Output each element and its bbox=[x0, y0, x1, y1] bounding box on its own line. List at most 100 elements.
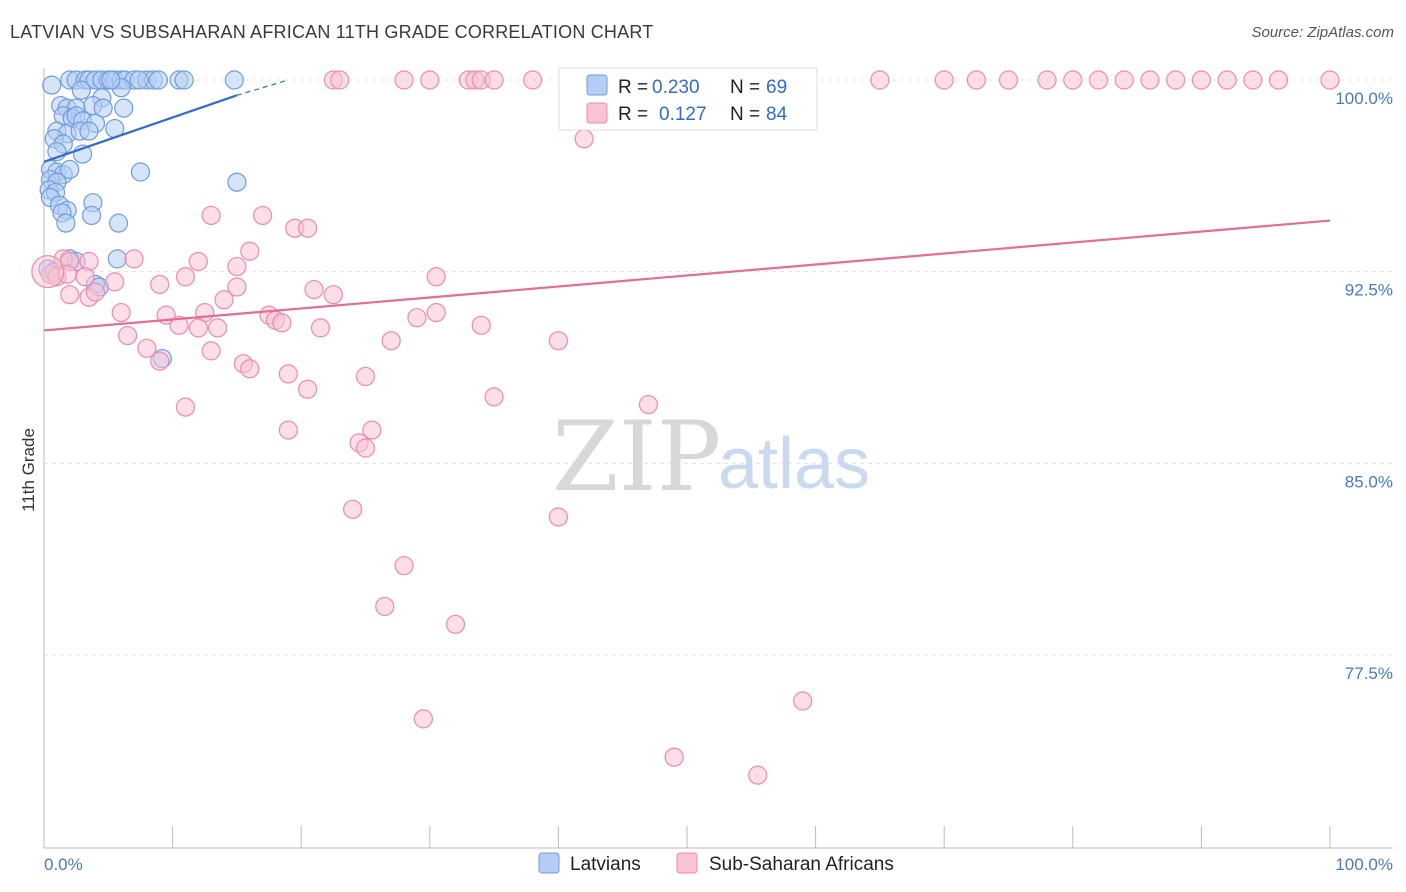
subsaharan-point-64 bbox=[169, 315, 189, 335]
subsaharan-point-95 bbox=[664, 747, 684, 767]
latvians-point-13 bbox=[148, 70, 169, 90]
subsaharan-point-21 bbox=[1140, 70, 1160, 90]
subsaharan-point-35 bbox=[240, 241, 260, 261]
latvians-point-59 bbox=[107, 249, 127, 269]
legend-r-value-subsaharan: 0.127 bbox=[659, 104, 707, 125]
latvians-point-67 bbox=[129, 70, 149, 90]
subsaharan-point-22 bbox=[1166, 70, 1186, 90]
subsaharan-point-87 bbox=[355, 438, 376, 458]
latvians-point-42 bbox=[60, 159, 80, 180]
y-tick-label-0: 77.5% bbox=[1345, 664, 1393, 683]
subsaharan-point-13 bbox=[870, 70, 890, 90]
legend-n-value-latvians: 69 bbox=[766, 77, 787, 98]
bottom-legend-label-subsaharan: Sub-Saharan Africans bbox=[709, 854, 894, 875]
subsaharan-point-30 bbox=[574, 129, 594, 149]
latvians-point-66 bbox=[101, 70, 121, 90]
latvians-point-24 bbox=[93, 98, 113, 118]
latvians-point-25 bbox=[114, 98, 134, 118]
watermark-zip: ZIP bbox=[552, 401, 721, 513]
subsaharan-point-23 bbox=[1191, 70, 1212, 90]
latvians-point-65 bbox=[42, 75, 62, 95]
latvians-point-43 bbox=[130, 162, 151, 182]
legend-r-label-subsaharan: R = bbox=[618, 104, 648, 125]
latvians-trend-extension bbox=[236, 79, 289, 96]
subsaharan-point-1 bbox=[330, 70, 350, 90]
y-tick-labels: 77.5% 85.0% 92.5% 100.0% bbox=[1335, 89, 1393, 683]
subsaharan-point-52 bbox=[85, 282, 106, 302]
subsaharan-point-49 bbox=[426, 267, 446, 287]
subsaharan-point-88 bbox=[343, 499, 363, 519]
subsaharan-point-14 bbox=[934, 70, 954, 90]
watermark: ZIP atlas bbox=[552, 401, 870, 513]
subsaharan-point-66 bbox=[208, 318, 228, 338]
subsaharan-point-20 bbox=[1114, 70, 1134, 90]
subsaharan-point-50 bbox=[60, 285, 80, 305]
subsaharan-point-16 bbox=[998, 70, 1019, 90]
subsaharan-point-46 bbox=[105, 272, 125, 292]
subsaharan-point-18 bbox=[1063, 70, 1083, 90]
subsaharan-point-34 bbox=[298, 218, 318, 238]
subsaharan-point-67 bbox=[272, 313, 292, 333]
subsaharan-point-7 bbox=[484, 70, 504, 90]
subsaharan-point-41 bbox=[227, 256, 247, 277]
subsaharan-point-54 bbox=[227, 277, 247, 297]
subsaharan-point-79 bbox=[355, 366, 376, 387]
latvians-point-34 bbox=[79, 121, 99, 141]
legend-r-label-latvians: R = bbox=[618, 77, 648, 98]
subsaharan-point-92 bbox=[445, 614, 466, 634]
x-tick-labels: 0.0% 100.0% bbox=[44, 855, 1393, 874]
latvians-point-16 bbox=[224, 70, 244, 90]
subsaharan-point-91 bbox=[375, 596, 395, 617]
subsaharan-point-53 bbox=[214, 290, 234, 310]
x-tick-label-0: 0.0% bbox=[44, 855, 83, 874]
subsaharan-point-84 bbox=[278, 420, 298, 440]
subsaharan-point-89 bbox=[548, 507, 569, 527]
subsaharan-point-94 bbox=[413, 709, 433, 729]
bottom-legend-label-latvians: Latvians bbox=[570, 854, 641, 875]
subsaharan-point-26 bbox=[1268, 70, 1289, 90]
subsaharan-point-3 bbox=[420, 70, 440, 90]
subsaharan-point-80 bbox=[298, 379, 318, 399]
latvians-point-17 bbox=[71, 80, 91, 100]
subsaharan-point-90 bbox=[394, 555, 414, 576]
legend-n-value-subsaharan: 84 bbox=[766, 104, 788, 125]
subsaharan-point-40 bbox=[188, 251, 208, 272]
x-tick-label-1: 100.0% bbox=[1335, 855, 1393, 874]
subsaharan-point-8 bbox=[523, 70, 543, 90]
latvians-point-15 bbox=[174, 70, 194, 90]
subsaharan-point-68 bbox=[310, 318, 331, 338]
subsaharan-point-85 bbox=[362, 420, 382, 440]
subsaharan-point-32 bbox=[253, 205, 273, 226]
latvians-point-54 bbox=[81, 205, 102, 226]
subsaharan-point-47 bbox=[150, 274, 170, 295]
bottom-legend-swatch-latvians bbox=[538, 852, 560, 874]
legend-n-label-subsaharan: N = bbox=[730, 104, 760, 125]
subsaharan-point-81 bbox=[484, 387, 504, 407]
subsaharan-point-69 bbox=[471, 315, 491, 335]
subsaharan-point-27 bbox=[1320, 70, 1340, 90]
subsaharan-point-19 bbox=[1088, 70, 1109, 90]
subsaharan-point-57 bbox=[111, 302, 131, 323]
subsaharan-point-37 bbox=[124, 249, 144, 269]
subsaharan-point-96 bbox=[748, 765, 768, 785]
subsaharan-point-77 bbox=[240, 359, 260, 379]
subsaharan-point-72 bbox=[548, 331, 569, 351]
bottom-legend-swatch-subsaharan bbox=[676, 852, 698, 874]
subsaharan-point-62 bbox=[407, 308, 427, 328]
watermark-atlas: atlas bbox=[718, 424, 870, 504]
subsaharan-point-83 bbox=[175, 397, 196, 417]
legend-swatch-subsaharan bbox=[586, 102, 608, 124]
subsaharan-point-31 bbox=[201, 205, 221, 226]
subsaharan-cluster-point bbox=[31, 255, 65, 289]
y-tick-label-2: 92.5% bbox=[1345, 281, 1393, 300]
subsaharan-point-74 bbox=[150, 351, 170, 371]
latvians-point-56 bbox=[108, 213, 129, 233]
subsaharan-point-71 bbox=[381, 331, 401, 351]
subsaharan-point-15 bbox=[966, 70, 986, 90]
subsaharan-point-55 bbox=[304, 279, 324, 300]
subsaharan-point-73 bbox=[137, 338, 157, 358]
source-label: Source: ZipAtlas.com bbox=[1251, 24, 1394, 41]
legend-n-label-latvians: N = bbox=[730, 77, 760, 98]
y-axis-label: 11th Grade bbox=[19, 428, 38, 512]
